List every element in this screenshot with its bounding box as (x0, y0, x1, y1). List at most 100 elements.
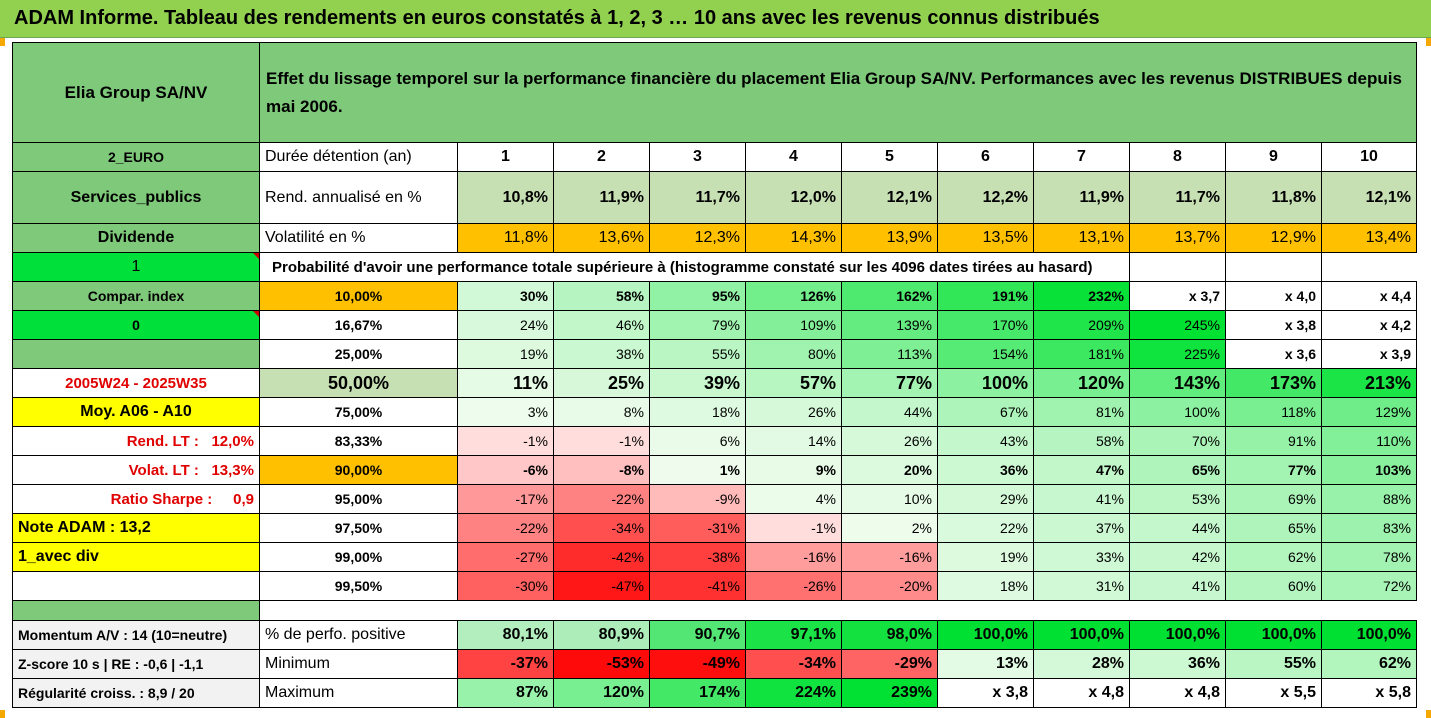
probability-value: 43% (937, 426, 1034, 456)
ratio-sharpe: Ratio Sharpe : 0,9 (12, 484, 260, 514)
probability-value: 162% (841, 281, 938, 311)
empty-cell (1225, 252, 1322, 282)
probability-value: 170% (937, 310, 1034, 340)
probability-value: 44% (841, 397, 938, 427)
year-header: 8 (1129, 142, 1226, 172)
probability-value: 245% (1129, 310, 1226, 340)
sector-label: Services_publics (12, 171, 260, 224)
probability-value: 3% (457, 397, 554, 427)
empty-cell (457, 600, 554, 621)
probability-value: x 3,9 (1321, 339, 1417, 369)
report-banner: ADAM Informe. Tableau des rendements en … (0, 0, 1431, 38)
probability-value: 109% (745, 310, 842, 340)
probability-header-row: 1 Probabilité d'avoir une performance tot… (12, 252, 1417, 282)
year-header: 7 (1033, 142, 1130, 172)
probability-value: 46% (553, 310, 650, 340)
probability-value: 58% (1033, 426, 1130, 456)
year-header: 4 (745, 142, 842, 172)
stats-left-label: Régularité croiss. : 8,9 / 20 (12, 678, 260, 708)
stats-value: 28% (1033, 649, 1130, 679)
stats-left-label: Momentum A/V : 14 (10=neutre) (12, 620, 260, 650)
probability-value: 77% (1225, 455, 1322, 485)
probability-value: -41% (649, 571, 746, 601)
probability-value: 44% (1129, 513, 1226, 543)
probability-value: 173% (1225, 368, 1322, 398)
probability-row: 0 16,67% 24% 46% 79% 109% 139% 170% 209% 245% x 3,… (12, 310, 1417, 340)
stats-label: Minimum (259, 649, 458, 679)
stats-value: x 3,8 (937, 678, 1034, 708)
probability-row: Rend. LT : 12,0% 83,33% -1% -1% 6% 14% 26% 43% 5… (12, 426, 1417, 456)
probability-row: 1_avec div 99,00% -27% -42% -38% -16% -16% 19% 3… (12, 542, 1417, 572)
duration-label: Durée détention (an) (259, 142, 458, 172)
probability-value: -38% (649, 542, 746, 572)
return-row: Services_publics Rend. annualisé en % 10,8… (12, 171, 1417, 224)
probability-row: Compar. index 10,00% 30% 58% 95% 126% 162% 191%… (12, 281, 1417, 311)
header-row: Elia Group SA/NV Effet du lissage tempore… (12, 42, 1417, 143)
probability-value: 58% (553, 281, 650, 311)
probability-value: -42% (553, 542, 650, 572)
probability-value: 42% (1129, 542, 1226, 572)
probability-value: 14% (745, 426, 842, 456)
probability-threshold: 10,00% (259, 281, 458, 311)
probability-value: 8% (553, 397, 650, 427)
probability-value: 18% (937, 571, 1034, 601)
corner-marker (0, 710, 5, 718)
stats-left-label: Z-score 10 s | RE : -0,6 | -1,1 (12, 649, 260, 679)
empty-cell (12, 339, 260, 369)
probability-value: 55% (649, 339, 746, 369)
probability-value: -1% (553, 426, 650, 456)
probability-threshold: 99,50% (259, 571, 458, 601)
stats-value: -34% (745, 649, 842, 679)
stats-label: % de perfo. positive (259, 620, 458, 650)
stats-value: 80,1% (457, 620, 554, 650)
probability-value: 6% (649, 426, 746, 456)
stats-value: 224% (745, 678, 842, 708)
probability-header: Probabilité d'avoir une performance tota… (259, 252, 1130, 282)
stats-value: 120% (553, 678, 650, 708)
description: Effet du lissage temporel sur la perform… (259, 42, 1417, 143)
probability-value: 25% (553, 368, 650, 398)
probability-value: -30% (457, 571, 554, 601)
rend-lt-value: 12,0% (211, 432, 254, 450)
stats-value: 100,0% (937, 620, 1034, 650)
stats-value: x 4,8 (1033, 678, 1130, 708)
probability-value: 118% (1225, 397, 1322, 427)
empty-cell (1033, 600, 1130, 621)
probability-value: 41% (1033, 484, 1130, 514)
probability-row: Volat. LT : 13,3% 90,00% -6% -8% 1% 9% 20% 36% 4… (12, 455, 1417, 485)
probability-value: 209% (1033, 310, 1130, 340)
stats-row: Momentum A/V : 14 (10=neutre)% de perfo.… (12, 620, 1417, 650)
sharpe-label: Ratio Sharpe : (110, 490, 213, 508)
probability-value: 91% (1225, 426, 1322, 456)
stats-row: Z-score 10 s | RE : -0,6 | -1,1 Minimum -3… (12, 649, 1417, 679)
probability-value: x 3,7 (1129, 281, 1226, 311)
volatility-value: 13,5% (937, 223, 1034, 253)
probability-value: 1% (649, 455, 746, 485)
probability-value: -6% (457, 455, 554, 485)
volatility-row: Dividende Volatilité en % 11,8% 13,6% 12,3% 1… (12, 223, 1417, 253)
avec-div-label: 1_avec div (12, 542, 260, 572)
corner-marker (0, 38, 5, 46)
probability-value: 110% (1321, 426, 1417, 456)
probability-row: Note ADAM : 13,2 97,50% -22% -34% -31% -1% 2% 2… (12, 513, 1417, 543)
company-name: Elia Group SA/NV (12, 42, 260, 143)
stats-value: -49% (649, 649, 746, 679)
volatility-value: 11,8% (457, 223, 554, 253)
sharpe-value: 0,9 (233, 490, 254, 508)
probability-value: -9% (649, 484, 746, 514)
probability-value: 33% (1033, 542, 1130, 572)
empty-cell (745, 600, 842, 621)
stats-value: x 5,5 (1225, 678, 1322, 708)
stats-value: 100,0% (1033, 620, 1130, 650)
probability-value: -16% (745, 542, 842, 572)
stats-value: 13% (937, 649, 1034, 679)
empty-cell (841, 600, 938, 621)
probability-threshold: 90,00% (259, 455, 458, 485)
return-value: 12,2% (937, 171, 1034, 224)
probability-value: 57% (745, 368, 842, 398)
stats-value: 174% (649, 678, 746, 708)
probability-row: Moy. A06 - A10 75,00% 3% 8% 18% 26% 44% 67% 81% 1… (12, 397, 1417, 427)
probability-value: -1% (745, 513, 842, 543)
empty-cell (1129, 600, 1226, 621)
return-value: 11,7% (649, 171, 746, 224)
